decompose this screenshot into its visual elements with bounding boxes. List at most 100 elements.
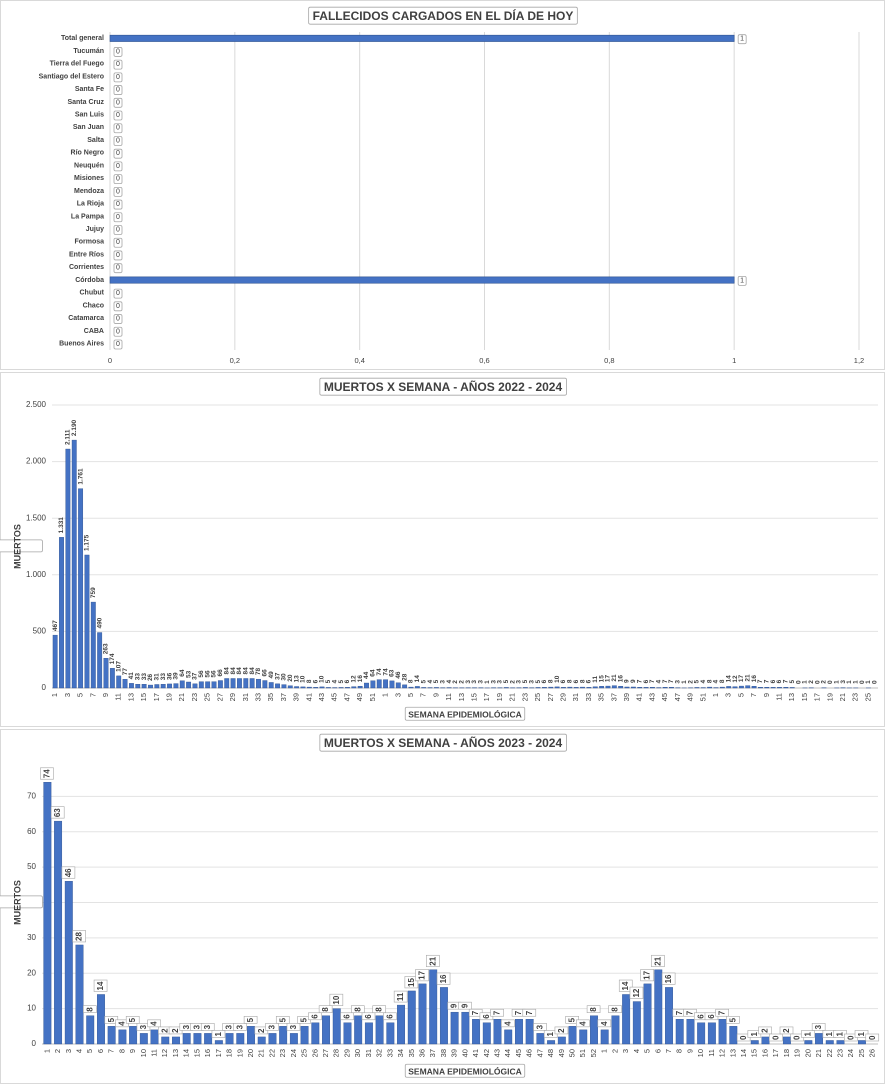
y-axis-title: MUERTOS: [12, 524, 22, 569]
value-label: 53: [185, 670, 192, 678]
label-box: [125, 1016, 140, 1024]
y-tick-label: Jujuy: [86, 226, 104, 233]
bar: [397, 1004, 406, 1045]
value-label: 2.190: [71, 419, 78, 436]
bar: [78, 488, 84, 689]
bar: [632, 1001, 641, 1045]
panel-border: [0, 372, 885, 727]
bar: [300, 686, 306, 689]
x-tick-label: 43: [317, 693, 326, 701]
x-tick-label: 17: [152, 693, 161, 701]
bar: [161, 1036, 170, 1045]
x-tick-label: 23: [851, 693, 860, 701]
x-tick-label: 46: [525, 1049, 534, 1057]
bar: [407, 990, 416, 1045]
value-label: 5: [503, 679, 510, 683]
bar: [128, 683, 134, 689]
y-tick-label: 2.000: [26, 457, 47, 466]
bar: [599, 686, 605, 689]
value-label: 8: [547, 679, 554, 683]
bar: [825, 1040, 834, 1045]
value-label: 1: [846, 680, 853, 684]
x-tick-label: 7: [88, 693, 97, 697]
value-label: 1: [750, 1031, 759, 1036]
bar: [777, 687, 782, 689]
bar: [514, 1019, 523, 1045]
value-label: 2: [452, 680, 459, 684]
bar: [450, 1011, 459, 1045]
x-tick-label: 20: [803, 1049, 812, 1057]
value-label: 4: [578, 1021, 587, 1026]
label-box: [113, 174, 123, 185]
label-box: [113, 301, 123, 312]
value-label: 0: [116, 74, 120, 81]
bar: [173, 683, 179, 689]
x-tick-label: 0,6: [479, 356, 489, 365]
bar: [439, 987, 448, 1045]
bar: [376, 679, 382, 689]
x-tick-label: 13: [728, 1049, 737, 1057]
bar: [375, 1015, 384, 1045]
value-label: 1: [681, 680, 688, 684]
value-label: 28: [75, 932, 84, 941]
value-label: 77: [122, 668, 129, 676]
bar: [729, 1026, 738, 1045]
x-tick-label: 27: [215, 693, 224, 701]
bar: [395, 682, 401, 689]
value-label: 174: [109, 653, 116, 664]
value-label: 7: [675, 1010, 684, 1015]
bar: [643, 687, 649, 689]
x-tick-label: 43: [492, 1049, 501, 1057]
bar: [592, 686, 598, 689]
value-label: 7: [764, 679, 771, 683]
bar: [770, 687, 776, 689]
value-label: 46: [64, 868, 73, 877]
bar: [84, 554, 90, 689]
x-tick-label: 26: [310, 1049, 319, 1057]
value-label: 78: [255, 668, 262, 676]
x-tick-label: 28: [332, 1049, 341, 1057]
x-tick-label: 5: [736, 693, 745, 697]
value-label: 10: [300, 675, 307, 683]
bar: [554, 686, 560, 689]
y-tick-label: Misiones: [74, 175, 104, 182]
y-axis-title: MUERTOS: [12, 880, 22, 925]
value-label: 3: [497, 680, 504, 684]
value-label: 0: [116, 201, 120, 208]
value-label: 2: [687, 680, 694, 684]
label-box: [318, 1005, 333, 1014]
value-label: 7: [636, 679, 643, 683]
bar: [75, 944, 84, 1045]
label-box: [436, 972, 451, 985]
value-label: 14: [621, 981, 630, 990]
label-box: [361, 1012, 376, 1021]
label-box: [415, 969, 429, 982]
value-label: 0: [116, 61, 120, 68]
label-box: [640, 969, 654, 982]
bar: [364, 682, 369, 689]
value-label: 7: [757, 679, 764, 683]
x-tick-label: 35: [266, 693, 275, 701]
label-box: [113, 225, 123, 235]
x-tick-label: 15: [750, 1049, 759, 1057]
value-label: 49: [268, 671, 275, 679]
value-label: 3: [471, 680, 478, 684]
bar: [107, 1026, 116, 1045]
value-label: 107: [115, 661, 122, 672]
x-tick-label: 3: [63, 693, 72, 697]
bar: [182, 1033, 191, 1045]
label-box: [113, 47, 123, 57]
x-tick-label: 13: [457, 693, 466, 701]
y-tick-label: San Luis: [75, 112, 104, 119]
value-label: 1: [484, 680, 491, 684]
x-tick-label: 48: [546, 1049, 555, 1057]
x-tick-label: 45: [514, 1049, 523, 1057]
bar: [675, 1019, 684, 1045]
y-tick-label: CABA: [84, 328, 104, 335]
value-label: 5: [325, 679, 332, 683]
value-label: 759: [90, 587, 97, 598]
value-label: 2: [821, 680, 828, 684]
bar: [493, 1019, 502, 1045]
x-tick-label: 6: [96, 1049, 105, 1053]
x-tick-label: 45: [660, 693, 669, 701]
